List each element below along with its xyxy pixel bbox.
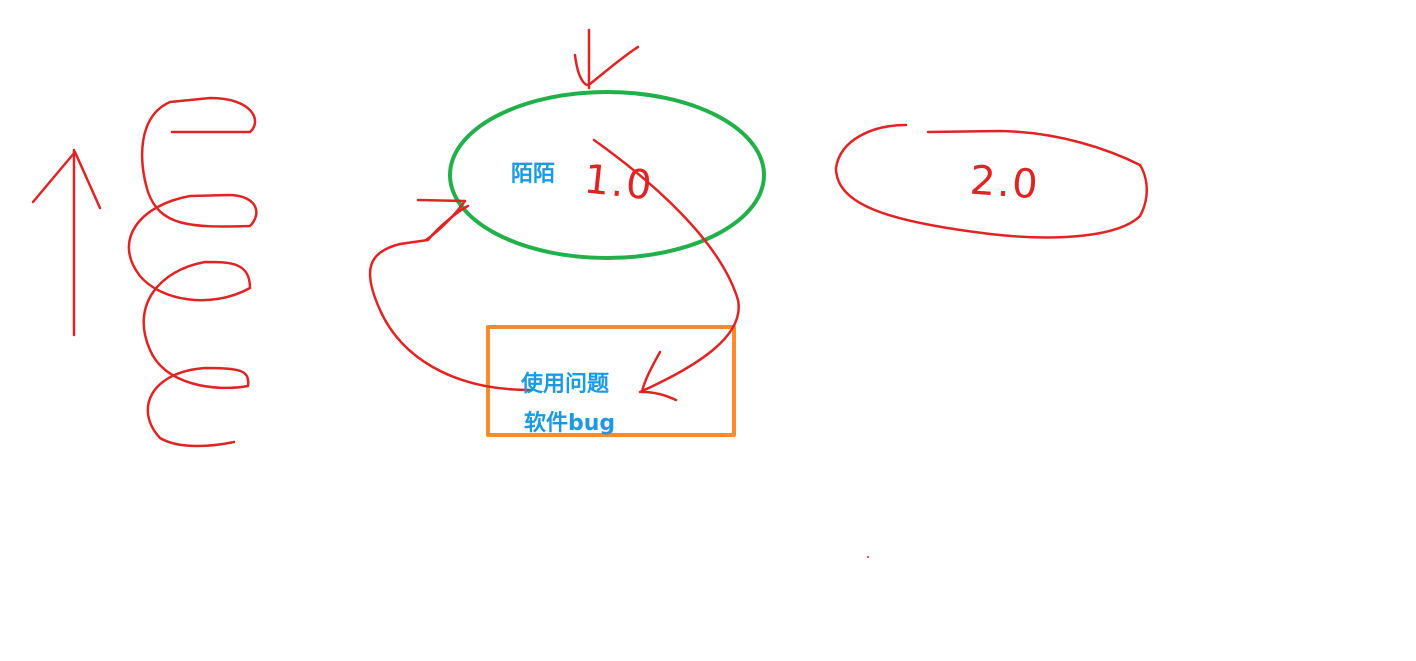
red-oval: [834, 123, 1148, 239]
ellipse-to-box-arrow: [592, 138, 740, 402]
box-to-ellipse-loop: [368, 198, 532, 392]
ellipse-to-box-curve: [592, 138, 740, 394]
momo-label: 陌陌: [511, 162, 556, 187]
software-bug-label: 软件bug: [524, 411, 616, 436]
ellipse-to-box-head: [640, 350, 678, 402]
up-arrow-head: [31, 150, 102, 210]
orange-box: [486, 325, 736, 437]
box-to-ellipse-curve: [368, 204, 532, 392]
box-to-ellipse-head: [416, 198, 467, 242]
up-arrow: [31, 148, 102, 337]
green-ellipse: [448, 90, 766, 260]
stray-dot: [867, 556, 869, 558]
down-arrow: [573, 28, 640, 90]
version-2-label: 2.0: [968, 157, 1042, 209]
spiral-coil: [127, 96, 258, 448]
version-1-label: 1.0: [581, 156, 656, 210]
usage-issue-label: 使用问题: [521, 372, 610, 397]
down-arrow-head: [573, 45, 640, 87]
